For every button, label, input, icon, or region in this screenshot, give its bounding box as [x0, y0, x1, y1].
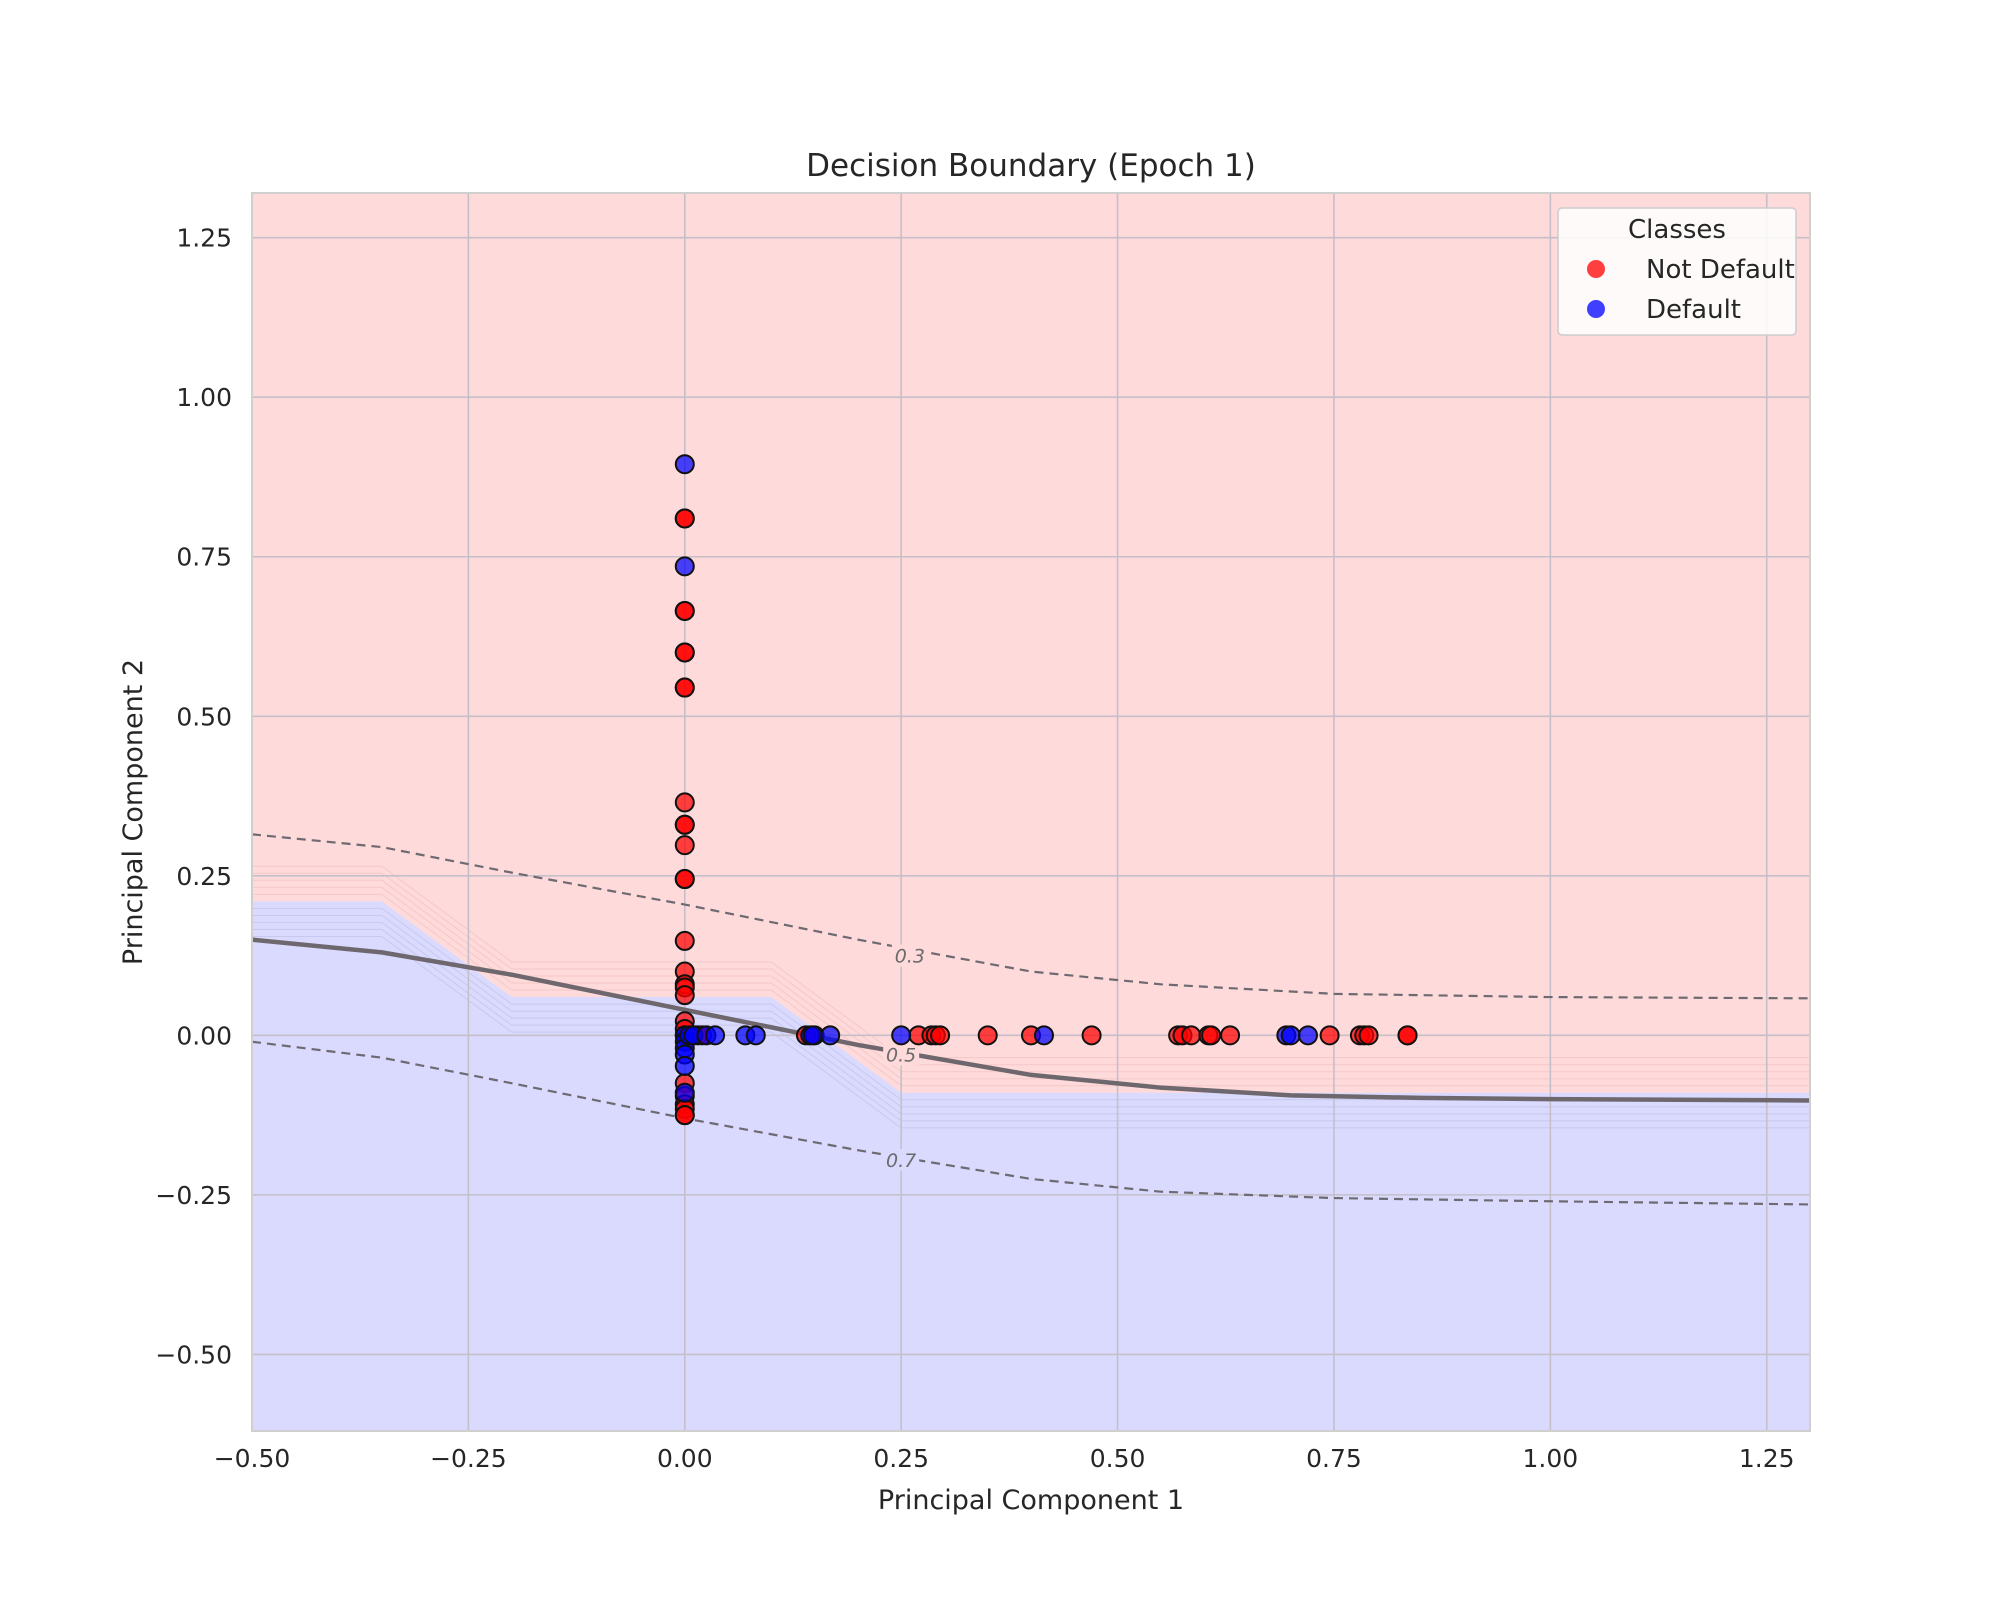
point-not-default	[977, 1025, 998, 1046]
point-not-default	[674, 835, 695, 856]
point-not-default	[674, 930, 695, 951]
plot-frame	[251, 192, 1811, 1432]
point-not-default	[1319, 1025, 1340, 1046]
point-default	[1297, 1025, 1318, 1046]
grid	[252, 193, 1810, 1431]
x-tick-label: 1.00	[1522, 1444, 1578, 1473]
region-band-lower	[252, 914, 1810, 1108]
legend-swatch-not-default	[1587, 260, 1605, 278]
contour-label-0-7: 0.7	[886, 1150, 916, 1172]
legend-label-default: Default	[1646, 295, 1741, 325]
y-axis-ticks: −0.50 −0.25 0.00 0.25 0.50 0.75 1.00 1.25	[155, 224, 232, 1370]
x-tick-label: 0.25	[873, 1444, 929, 1473]
x-axis-label: Principal Component 1	[878, 1485, 1184, 1516]
y-tick-label: 0.00	[176, 1021, 232, 1050]
x-axis-ticks: −0.50 −0.25 0.00 0.25 0.50 0.75 1.00 1.25	[214, 1444, 1795, 1473]
region-band-lower	[252, 935, 1810, 1129]
x-tick-label: −0.50	[214, 1444, 291, 1473]
contour-line-0-3	[252, 833, 1810, 1000]
point-not-default	[674, 677, 695, 698]
region-band-upper	[252, 872, 1810, 1066]
point-not-default	[1220, 1025, 1241, 1046]
point-default	[674, 1055, 695, 1076]
point-not-default	[674, 1105, 695, 1126]
point-not-default	[1201, 1025, 1222, 1046]
series-default	[674, 454, 1318, 1103]
y-tick-label: 1.25	[176, 224, 232, 253]
contour-label-0-5: 0.5	[886, 1044, 916, 1066]
region-band-lower	[252, 907, 1810, 1101]
point-not-default	[674, 869, 695, 890]
region-band-lower	[252, 928, 1810, 1122]
point-not-default	[674, 508, 695, 529]
decision-regions	[252, 193, 1810, 1431]
point-default	[745, 1025, 766, 1046]
point-default	[891, 1025, 912, 1046]
legend-box	[1557, 207, 1797, 336]
point-not-default	[1358, 1025, 1379, 1046]
legend-swatch-default	[1587, 300, 1605, 318]
point-default	[802, 1025, 823, 1046]
contour-label-bg	[883, 1043, 920, 1066]
x-tick-label: 1.25	[1739, 1444, 1795, 1473]
legend-label-not-default: Not Default	[1646, 255, 1795, 285]
y-tick-label: −0.25	[155, 1181, 232, 1210]
point-default	[674, 556, 695, 577]
point-default	[705, 1025, 726, 1046]
point-not-default	[674, 814, 695, 835]
x-tick-label: 0.75	[1306, 1444, 1362, 1473]
point-not-default	[674, 600, 695, 621]
chart-title: Decision Boundary (Epoch 1)	[806, 148, 1256, 184]
contour-line-0-5	[252, 937, 1810, 1103]
point-default	[820, 1025, 841, 1046]
point-not-default	[930, 1025, 951, 1046]
region-band-lower	[252, 921, 1810, 1115]
region-band-upper	[252, 879, 1810, 1073]
x-tick-label: 0.00	[657, 1444, 713, 1473]
legend-title: Classes	[1628, 215, 1726, 245]
y-tick-label: 1.00	[176, 383, 232, 412]
x-tick-label: 0.50	[1090, 1444, 1146, 1473]
contour-label-bg	[883, 1148, 920, 1171]
x-tick-label: −0.25	[430, 1444, 507, 1473]
point-not-default	[1081, 1025, 1102, 1046]
contour-lines: 0.3 0.5 0.7	[252, 833, 1810, 1206]
point-default	[1033, 1025, 1054, 1046]
y-tick-label: 0.25	[176, 862, 232, 891]
contour-label-bg	[891, 944, 928, 967]
y-tick-label: 0.50	[176, 702, 232, 731]
point-default	[674, 454, 695, 475]
scatter-points	[674, 454, 1418, 1126]
y-tick-label: 0.75	[176, 543, 232, 572]
contour-line-0-7	[252, 1040, 1810, 1206]
point-default	[1280, 1025, 1301, 1046]
region-default	[252, 901, 1810, 1431]
point-not-default	[674, 792, 695, 813]
point-not-default	[674, 642, 695, 663]
y-axis-label: Principal Component 2	[118, 659, 149, 965]
point-not-default	[1397, 1025, 1418, 1046]
point-default	[674, 1082, 695, 1103]
region-band-upper	[252, 893, 1810, 1087]
region-band-upper	[252, 865, 1810, 1059]
point-not-default	[674, 985, 695, 1006]
plot-area: 0.3 0.5 0.7	[252, 193, 1810, 1431]
legend: Classes Not Default Default	[1557, 207, 1797, 336]
point-not-default	[1181, 1025, 1202, 1046]
y-tick-label: −0.50	[155, 1340, 232, 1369]
contour-label-0-3: 0.3	[895, 946, 925, 968]
